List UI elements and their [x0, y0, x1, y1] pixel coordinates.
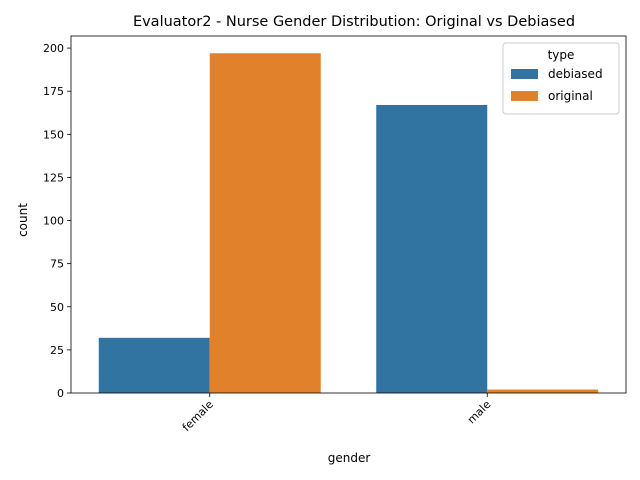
legend-swatch-original: [511, 91, 538, 101]
y-tick-label: 125: [43, 171, 64, 184]
y-tick-label: 25: [50, 344, 64, 357]
legend-swatch-debiased: [511, 69, 538, 79]
bar-debiased-male: [376, 104, 488, 393]
y-tick-label: 75: [50, 258, 64, 271]
axes-frame: [70, 35, 627, 394]
x-axis: female male: [180, 393, 494, 434]
legend-label-original: original: [548, 89, 593, 103]
y-axis-label: count: [16, 203, 30, 237]
bar-original-female: [209, 53, 321, 394]
x-tick-label-female: female: [180, 398, 216, 434]
legend-title: type: [548, 48, 575, 62]
y-tick-label: 200: [43, 42, 64, 55]
x-tick-label-male: male: [465, 398, 494, 427]
y-tick-label: 150: [43, 128, 64, 141]
bar-debiased-female: [98, 337, 210, 393]
legend-label-debiased: debiased: [548, 67, 603, 81]
y-tick-label: 100: [43, 215, 64, 228]
bars-group: [98, 53, 599, 394]
plot-frame: [70, 35, 627, 394]
y-tick-label: 50: [50, 301, 64, 314]
chart-title: Evaluator2 - Nurse Gender Distribution: …: [133, 14, 575, 30]
legend: type debiased original: [502, 42, 620, 115]
y-tick-label: 0: [57, 387, 64, 400]
y-axis: 0 25 50 75 100 125 150 175 200: [43, 42, 71, 400]
y-tick-label: 175: [43, 85, 64, 98]
x-axis-label: gender: [328, 451, 371, 465]
bar-original-male: [487, 389, 599, 393]
